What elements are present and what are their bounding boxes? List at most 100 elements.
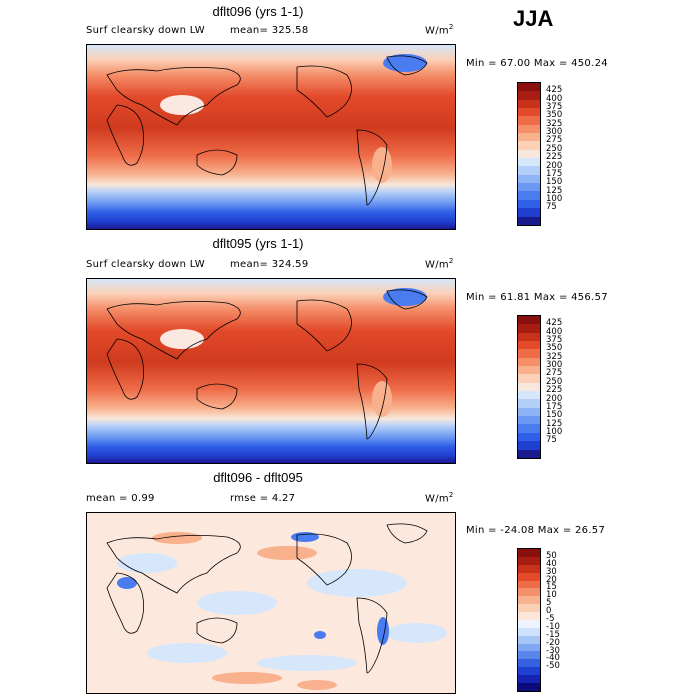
colorbar-swatch — [518, 667, 540, 675]
colorbar-swatch — [518, 675, 540, 683]
panel-3-title: dflt096 - dflt095 — [213, 470, 303, 485]
colorbar-swatch — [518, 604, 540, 612]
colorbar-tick-label: 325 — [546, 351, 563, 362]
colorbar-swatch — [518, 374, 540, 383]
colorbar-tick-label: 400 — [546, 326, 563, 337]
colorbar-tick-label: 30 — [546, 566, 557, 577]
colorbar-swatch — [518, 441, 540, 450]
colorbar-tick-label: 75 — [546, 202, 557, 213]
colorbar-swatch — [518, 588, 540, 597]
colorbar-swatch — [518, 141, 540, 150]
colorbar-swatch — [518, 635, 540, 644]
colorbar-tick-label: -40 — [546, 653, 560, 664]
colorbar-tick-label: 200 — [546, 160, 563, 171]
colorbar-swatch — [518, 612, 540, 620]
colorbar-swatch — [518, 349, 540, 358]
colorbar-tick-label: 20 — [546, 574, 557, 585]
colorbar-tick-label: 150 — [546, 177, 563, 188]
colorbar-swatch — [518, 149, 540, 159]
colorbar-swatch — [518, 424, 540, 433]
colorbar-tick-label: 275 — [546, 368, 563, 379]
panel-1-title: dflt096 (yrs 1-1) — [212, 4, 304, 19]
colorbar-swatch — [518, 564, 540, 573]
panel-3-map — [86, 512, 456, 694]
colorbar-tick-label: 350 — [546, 110, 563, 121]
colorbar-tick-label: -5 — [546, 614, 555, 624]
colorbar-swatch — [518, 682, 540, 691]
colorbar-swatch — [518, 91, 540, 100]
colorbar-tick-label: 100 — [546, 193, 563, 204]
panel-2-map — [86, 278, 456, 464]
season-label: JJA — [513, 6, 554, 31]
colorbar-swatch — [518, 596, 540, 605]
colorbar-tick-label: 125 — [546, 418, 563, 429]
colorbar-tick-label: 275 — [546, 135, 563, 146]
colorbar-swatch — [518, 208, 540, 217]
colorbar-tick-label: 325 — [546, 118, 563, 129]
colorbar-swatch — [518, 449, 540, 458]
colorbar-swatch — [518, 643, 540, 652]
colorbar-swatch — [518, 316, 540, 325]
colorbar-tick-label: 400 — [546, 93, 563, 104]
panel-2-units: W/m2 — [425, 257, 454, 271]
colorbar-tick-label: 175 — [546, 168, 563, 179]
colorbar-tick-label: 425 — [546, 318, 563, 329]
colorbar-tick-label: 15 — [546, 582, 557, 593]
panel-1-variable: Surf clearsky down LW — [86, 25, 205, 36]
colorbar-tick-label: 225 — [546, 385, 563, 396]
colorbar-tick-label: 150 — [546, 410, 563, 421]
panel-1-colorbar — [517, 82, 541, 226]
panel-3-rmse: rmse = 4.27 — [230, 493, 296, 504]
colorbar-swatch — [518, 158, 540, 167]
panel-1-units: W/m2 — [425, 23, 454, 37]
colorbar-tick-label: 375 — [546, 335, 563, 346]
colorbar-swatch — [518, 416, 540, 425]
colorbar-swatch — [518, 651, 540, 660]
colorbar-swatch — [518, 549, 540, 557]
colorbar-tick-label: 50 — [546, 550, 557, 561]
colorbar-swatch — [518, 183, 540, 192]
colorbar-swatch — [518, 199, 540, 209]
colorbar-tick-label: 0 — [546, 606, 552, 617]
colorbar-tick-label: 425 — [546, 85, 563, 96]
panel-3-units: W/m2 — [425, 491, 454, 505]
colorbar-swatch — [518, 99, 540, 109]
colorbar-tick-label: 350 — [546, 343, 563, 354]
panel-3-mean: mean = 0.99 — [86, 493, 155, 504]
colorbar-swatch — [518, 556, 540, 565]
colorbar-swatch — [518, 366, 540, 375]
colorbar-tick-label: 375 — [546, 102, 563, 113]
colorbar-tick-label: 175 — [546, 401, 563, 412]
colorbar-swatch — [518, 341, 540, 350]
colorbar-tick-label: 300 — [546, 360, 563, 371]
colorbar-tick-label: 125 — [546, 185, 563, 196]
colorbar-tick-label: 225 — [546, 152, 563, 163]
colorbar-tick-label: -20 — [546, 637, 560, 648]
colorbar-swatch — [518, 124, 540, 134]
panel-2-range: Min = 61.81 Max = 456.57 — [466, 292, 608, 303]
colorbar-tick-label: -15 — [546, 629, 560, 640]
panel-2-variable: Surf clearsky down LW — [86, 259, 205, 270]
panel-2-title: dflt095 (yrs 1-1) — [212, 236, 304, 251]
colorbar-tick-label: 5 — [546, 598, 552, 609]
colorbar-tick-label: 10 — [546, 590, 557, 601]
panel-3-range: Min = -24.08 Max = 26.57 — [466, 525, 606, 536]
colorbar-tick-label: -50 — [546, 661, 560, 672]
panel-2-mean: mean= 324.59 — [230, 259, 309, 270]
colorbar-swatch — [518, 116, 540, 125]
colorbar-tick-label: 300 — [546, 127, 563, 138]
colorbar-swatch — [518, 627, 540, 636]
colorbar-tick-label: 250 — [546, 143, 563, 154]
panel-3-colorbar — [517, 548, 541, 692]
colorbar-swatch — [518, 391, 540, 400]
colorbar-swatch — [518, 357, 540, 367]
colorbar-swatch — [518, 407, 540, 417]
panel-1-map — [86, 44, 456, 230]
panel-1-range: Min = 67.00 Max = 450.24 — [466, 58, 608, 69]
colorbar-swatch — [518, 619, 540, 628]
colorbar-swatch — [518, 191, 540, 200]
colorbar-swatch — [518, 399, 540, 408]
colorbar-swatch — [518, 108, 540, 117]
panel-1-mean: mean= 325.58 — [230, 25, 309, 36]
colorbar-tick-label: -30 — [546, 645, 560, 656]
